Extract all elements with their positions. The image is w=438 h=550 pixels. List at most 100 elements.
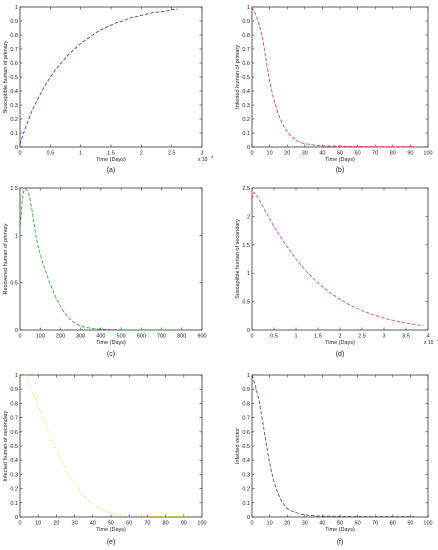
x-tick-label: 100 xyxy=(197,521,206,527)
y-tick-label: 0.6 xyxy=(242,61,250,67)
y-tick-label: 1.5 xyxy=(242,243,250,249)
y-tick-label: 0 xyxy=(247,515,250,521)
chart-panel-1: 0 0.5 1 1.5 2 2.5 3 0 0.1 0.2 0.3 0.4 0.5 0.6 0.7 0.8 0.… xyxy=(3,5,214,174)
y-tick-label: 0.2 xyxy=(242,117,250,123)
x-tick-label: 20 xyxy=(284,151,290,157)
x-axis-label: Time (Days) xyxy=(325,527,355,533)
x-tick-label: 40 xyxy=(90,521,96,527)
y-tick-label: 0.6 xyxy=(242,430,250,436)
x-tick-label: 400 xyxy=(96,334,105,340)
plot-frame xyxy=(19,6,203,148)
x-tick-label: 20 xyxy=(284,521,290,527)
y-tick-label: 0.3 xyxy=(10,472,18,478)
panel-label: (a) xyxy=(107,167,116,174)
y-tick-label: 2.5 xyxy=(242,186,250,192)
y-tick-label: 0.8 xyxy=(10,33,18,39)
x-tick-label: 100 xyxy=(36,334,45,340)
x-exponent-label: x 10 xyxy=(424,340,434,346)
x-tick-label: 2 xyxy=(338,334,341,340)
y-tick-label: 0 xyxy=(15,145,18,151)
x-tick-label: 4 xyxy=(426,334,429,340)
x-tick-label: 0 xyxy=(250,334,253,340)
y-tick-label: 1 xyxy=(247,5,250,11)
x-tick-label: 0.5 xyxy=(47,151,55,157)
plot-frame xyxy=(19,374,203,518)
x-tick-label: 1.5 xyxy=(107,151,115,157)
y-tick-label: 0.5 xyxy=(242,444,250,450)
plot-frame xyxy=(251,187,429,331)
chart-panel-3: 0 100 200 300 400 500 600 700 800 900 0 0.5 1 1.5 Time… xyxy=(3,186,207,358)
chart-panel-2: 0 10 20 30 40 50 60 70 80 90 100 0 0.1 0.2 0.3 0.4 0.5 0.… xyxy=(235,5,433,174)
panel-label: (f) xyxy=(337,539,344,546)
y-tick-label: 0.9 xyxy=(10,19,18,25)
y-tick-label: 0.5 xyxy=(10,444,18,450)
x-tick-label: 90 xyxy=(407,151,413,157)
x-tick-label: 50 xyxy=(108,521,114,527)
x-tick-label: 2 xyxy=(140,151,143,157)
y-tick-label: 0 xyxy=(247,145,250,151)
x-tick-label: 800 xyxy=(177,334,186,340)
x-tick-label: 500 xyxy=(117,334,126,340)
y-tick-label: 0.9 xyxy=(10,387,18,393)
plot-frame xyxy=(19,187,203,331)
y-tick-label: 0.5 xyxy=(10,75,18,81)
y-tick-label: 1 xyxy=(247,373,250,379)
y-tick-label: 1.5 xyxy=(10,186,18,192)
x-tick-label: 2.5 xyxy=(168,151,176,157)
y-tick-label: 0.2 xyxy=(10,117,18,123)
x-tick-label: 80 xyxy=(163,521,169,527)
x-tick-label: 70 xyxy=(372,151,378,157)
x-tick-label: 3.5 xyxy=(402,334,410,340)
y-tick-label: 0.7 xyxy=(10,47,18,53)
panel-label: (e) xyxy=(107,539,116,546)
y-tick-label: 0.4 xyxy=(242,89,250,95)
x-tick-label: 60 xyxy=(355,151,361,157)
x-tick-label: 200 xyxy=(56,334,65,340)
series-line-1 xyxy=(19,8,178,145)
series-line-1 xyxy=(251,374,414,518)
x-tick-label: 40 xyxy=(319,151,325,157)
x-tick-label: 30 xyxy=(302,151,308,157)
y-tick-label: 0.1 xyxy=(10,131,18,137)
x-axis-label: Time (Days) xyxy=(325,340,355,346)
y-tick-label: 0.8 xyxy=(242,401,250,407)
x-tick-label: 80 xyxy=(390,521,396,527)
y-tick-label: 0.2 xyxy=(10,487,18,493)
y-tick-label: 0.2 xyxy=(242,487,250,493)
y-tick-label: 0.1 xyxy=(242,501,250,507)
x-exponent-label: x 10 xyxy=(198,157,208,163)
y-tick-label: 0.4 xyxy=(242,458,250,464)
x-tick-label: 20 xyxy=(53,521,59,527)
y-axis-label: Infected human of secondary xyxy=(3,410,9,481)
plot-frame xyxy=(251,6,429,148)
x-tick-label: 0 xyxy=(18,521,21,527)
y-tick-label: 1 xyxy=(15,5,18,11)
x-tick-label: 3 xyxy=(382,334,385,340)
x-tick-label: 70 xyxy=(372,521,378,527)
y-axis-label: Recovered human of primary xyxy=(3,223,9,294)
y-tick-label: 2 xyxy=(247,214,250,220)
y-tick-label: 0.3 xyxy=(242,103,250,109)
y-tick-label: 0.9 xyxy=(242,19,250,25)
x-tick-label: 0 xyxy=(18,151,21,157)
x-tick-label: 70 xyxy=(144,521,150,527)
x-tick-label: 80 xyxy=(390,151,396,157)
y-tick-label: 0.6 xyxy=(10,61,18,67)
y-tick-label: 1 xyxy=(15,373,18,379)
x-tick-label: 10 xyxy=(35,521,41,527)
x-tick-label: 30 xyxy=(302,521,308,527)
x-tick-label: 90 xyxy=(181,521,187,527)
x-tick-label: 0.5 xyxy=(270,334,278,340)
x-tick-label: 600 xyxy=(137,334,146,340)
y-tick-label: 0.5 xyxy=(242,75,250,81)
y-tick-label: 0.6 xyxy=(10,430,18,436)
x-tick-label: 3 xyxy=(200,151,203,157)
y-tick-label: 0.7 xyxy=(242,47,250,53)
x-tick-label: 10 xyxy=(267,151,273,157)
y-tick-label: 0 xyxy=(15,515,18,521)
y-tick-label: 0 xyxy=(15,328,18,334)
x-tick-label: 900 xyxy=(197,334,206,340)
x-tick-label: 100 xyxy=(423,151,432,157)
y-tick-label: 0.1 xyxy=(10,501,18,507)
